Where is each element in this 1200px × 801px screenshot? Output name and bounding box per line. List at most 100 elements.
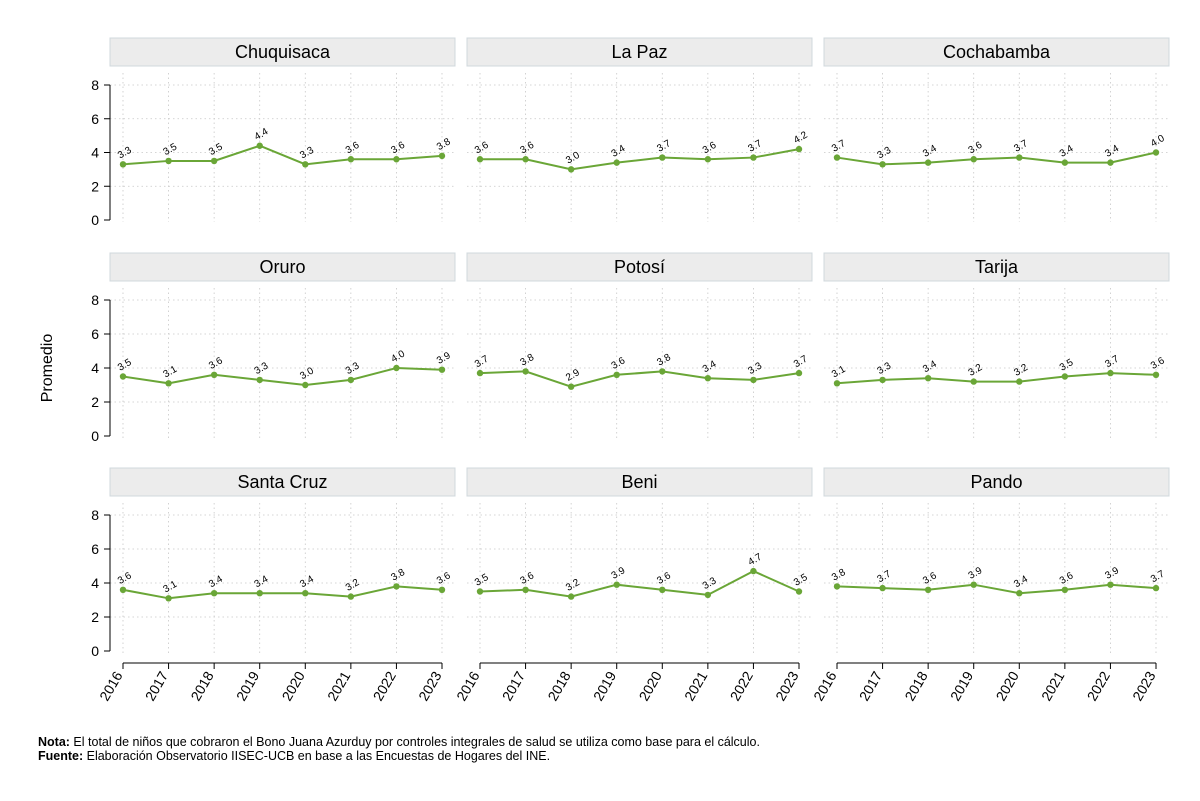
data-point [522,368,529,375]
y-tick-label: 0 [91,212,99,228]
data-label: 4.0 [389,348,407,365]
data-point [119,161,127,168]
data-label: 3.6 [655,570,673,587]
data-point [1107,159,1114,166]
data-point [1016,590,1023,597]
panel-title: Tarija [975,257,1019,277]
data-label: 3.9 [435,350,453,367]
chart-area: Promedio Chuquisaca 0 2 4 6 8 3.3 3.5 3.5 4.4 3.3 3.… [39,37,1170,703]
data-point [347,593,355,600]
data-point [750,567,757,575]
panel-title: Potosí [614,257,665,277]
data-point [522,156,529,163]
data-label: 3.4 [1058,143,1076,160]
data-point [833,380,841,387]
panel-title: Beni [621,472,657,492]
data-label: 3.5 [207,141,225,158]
data-point [438,586,446,593]
panel-title: Cochabamba [943,42,1051,62]
y-tick-label: 2 [91,609,99,625]
x-tick-label: 2017 [856,668,886,703]
data-label: 3.5 [473,572,491,589]
data-point [393,156,400,163]
data-label: 3.6 [207,355,225,372]
data-point [438,152,446,160]
data-point [522,586,529,593]
data-label: 3.6 [610,355,628,372]
data-label: 3.4 [1012,574,1030,591]
footnote-source: Fuente: Elaboración Observatorio IISEC-U… [38,749,550,763]
data-point [970,378,977,385]
data-label: 3.4 [298,574,316,591]
data-point [659,154,666,161]
data-point [1061,159,1069,166]
x-tick-label: 2018 [901,668,931,703]
data-point [165,380,172,387]
data-label: 3.6 [921,570,939,587]
data-label: 3.7 [473,353,491,370]
data-point [795,369,803,377]
footnote-note: Nota: El total de niños que cobraron el … [38,735,760,749]
x-tick-label: 2017 [142,668,172,703]
y-tick-label: 8 [91,77,99,93]
data-point [879,376,886,384]
data-label: 3.3 [116,145,134,162]
data-label: 3.5 [792,572,810,589]
x-tick-label: 2016 [96,668,126,703]
data-point [476,588,484,595]
data-point [302,161,309,168]
data-label: 3.8 [830,567,848,584]
data-point [970,581,977,588]
data-point [567,383,575,390]
data-label: 3.3 [876,145,894,162]
data-label: 3.1 [162,364,180,381]
data-point [970,156,977,163]
data-point [704,375,712,382]
data-point [879,584,886,592]
data-label: 3.8 [519,352,537,369]
data-point [659,586,666,593]
data-label: 3.4 [1103,143,1121,160]
data-label: 3.6 [967,140,985,157]
data-point [347,376,355,384]
panel-header [823,252,1170,282]
x-tick-label: 2020 [278,668,308,703]
series-line [479,569,800,598]
data-label: 3.6 [116,570,134,587]
data-label: 3.2 [344,577,362,594]
data-point [1152,584,1160,592]
data-label: 3.3 [253,360,271,377]
y-tick-label: 4 [91,575,99,591]
x-tick-label: 2018 [544,668,574,703]
data-point [302,590,309,597]
data-point [567,166,575,173]
series-line [836,583,1157,595]
data-label: 3.8 [389,567,407,584]
data-label: 3.5 [116,357,134,374]
y-tick-label: 8 [91,292,99,308]
source-label: Fuente: [38,749,84,763]
x-tick-label: 2019 [233,668,263,703]
x-tick-label: 2021 [324,668,354,703]
data-point [1061,373,1069,380]
data-point [119,373,127,380]
series-line [122,366,443,387]
x-tick-label: 2017 [499,668,529,703]
x-tick-label: 2016 [810,668,840,703]
y-tick-label: 6 [91,541,99,557]
data-label: 4.0 [1149,133,1167,150]
x-tick-label: 2016 [453,668,483,703]
x-tick-label: 2022 [370,668,400,703]
panel-header [109,252,456,282]
data-point [119,586,127,593]
data-point [1061,586,1069,593]
data-label: 3.6 [1149,355,1167,372]
data-point [476,156,484,163]
data-label: 3.9 [967,565,985,582]
data-point [256,590,263,597]
series-line [479,370,800,388]
data-point [210,157,218,165]
data-point [210,371,218,378]
data-point [795,588,803,595]
data-label: 3.6 [473,140,491,157]
